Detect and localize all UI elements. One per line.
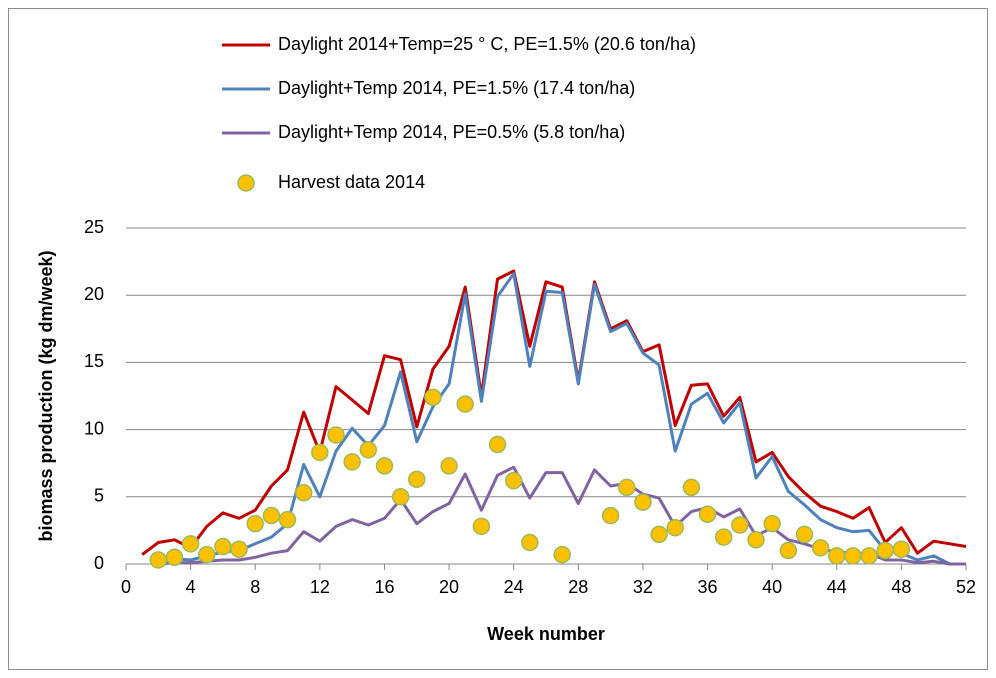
- data-point: [327, 426, 345, 444]
- data-point: [553, 545, 571, 564]
- data-point: [779, 541, 798, 560]
- x-tick-label: 16: [374, 577, 394, 597]
- data-point: [214, 537, 232, 556]
- x-tick-label: 0: [121, 577, 131, 597]
- data-point: [472, 517, 491, 536]
- data-point: [714, 528, 733, 546]
- data-point: [844, 547, 862, 565]
- legend-label: Daylight+Temp 2014, PE=1.5% (17.4 ton/ha…: [278, 78, 635, 98]
- data-point: [795, 525, 814, 544]
- data-point: [634, 493, 652, 511]
- data-point: [375, 457, 394, 475]
- data-point: [892, 540, 911, 558]
- data-point: [860, 547, 878, 565]
- x-tick-label: 36: [698, 577, 718, 597]
- x-tick-label: 32: [633, 577, 653, 597]
- data-point: [666, 518, 684, 537]
- data-point: [618, 478, 636, 497]
- x-tick-label: 24: [504, 577, 524, 597]
- data-point: [424, 388, 442, 407]
- x-tick-label: 44: [827, 577, 847, 597]
- x-tick-label: 8: [250, 577, 260, 597]
- data-point: [763, 514, 781, 533]
- x-tick-label: 52: [956, 577, 976, 597]
- data-point: [294, 484, 313, 502]
- data-point: [230, 540, 248, 558]
- y-tick-label: 10: [84, 418, 104, 438]
- y-axis-title: biomass production (kg dm/week): [36, 250, 56, 541]
- legend-label: Daylight+Temp 2014, PE=0.5% (5.8 ton/ha): [278, 122, 625, 142]
- y-tick-label: 20: [84, 284, 104, 304]
- data-point: [246, 514, 264, 533]
- legend-label: Harvest data 2014: [278, 172, 425, 192]
- data-point: [343, 453, 361, 471]
- data-point: [828, 547, 846, 565]
- chart-frame: [8, 8, 988, 670]
- data-point: [747, 531, 765, 549]
- data-point: [504, 471, 523, 490]
- x-tick-label: 40: [762, 577, 782, 597]
- data-point: [262, 506, 281, 525]
- x-tick-label: 28: [568, 577, 588, 597]
- x-tick-label: 20: [439, 577, 459, 597]
- y-tick-label: 5: [94, 486, 104, 506]
- data-point: [456, 395, 474, 413]
- y-tick-label: 25: [84, 217, 104, 237]
- data-point: [650, 525, 668, 544]
- data-point: [521, 533, 539, 552]
- data-point: [408, 470, 426, 489]
- data-point: [731, 516, 749, 534]
- data-point: [440, 457, 458, 475]
- x-axis-title: Week number: [487, 624, 605, 644]
- data-point: [698, 505, 717, 524]
- data-point: [876, 541, 894, 560]
- data-point: [359, 441, 378, 459]
- x-tick-label: 4: [186, 577, 196, 597]
- data-point: [488, 435, 507, 454]
- series-line: [141, 269, 967, 556]
- data-point: [811, 539, 830, 557]
- legend-label: Daylight 2014+Temp=25 ° C, PE=1.5% (20.6…: [278, 34, 696, 54]
- data-point: [311, 443, 329, 462]
- data-point: [601, 506, 620, 525]
- series-line: [158, 272, 966, 566]
- x-tick-label: 12: [310, 577, 330, 597]
- legend-marker: [237, 174, 255, 192]
- y-tick-label: 15: [84, 351, 104, 371]
- data-point: [682, 478, 701, 497]
- x-tick-label: 48: [891, 577, 911, 597]
- y-tick-label: 0: [94, 553, 104, 573]
- data-point: [391, 488, 410, 506]
- data-point: [278, 510, 297, 529]
- data-point: [198, 545, 216, 564]
- data-point: [165, 548, 184, 567]
- data-point: [149, 551, 168, 569]
- data-point: [181, 535, 200, 553]
